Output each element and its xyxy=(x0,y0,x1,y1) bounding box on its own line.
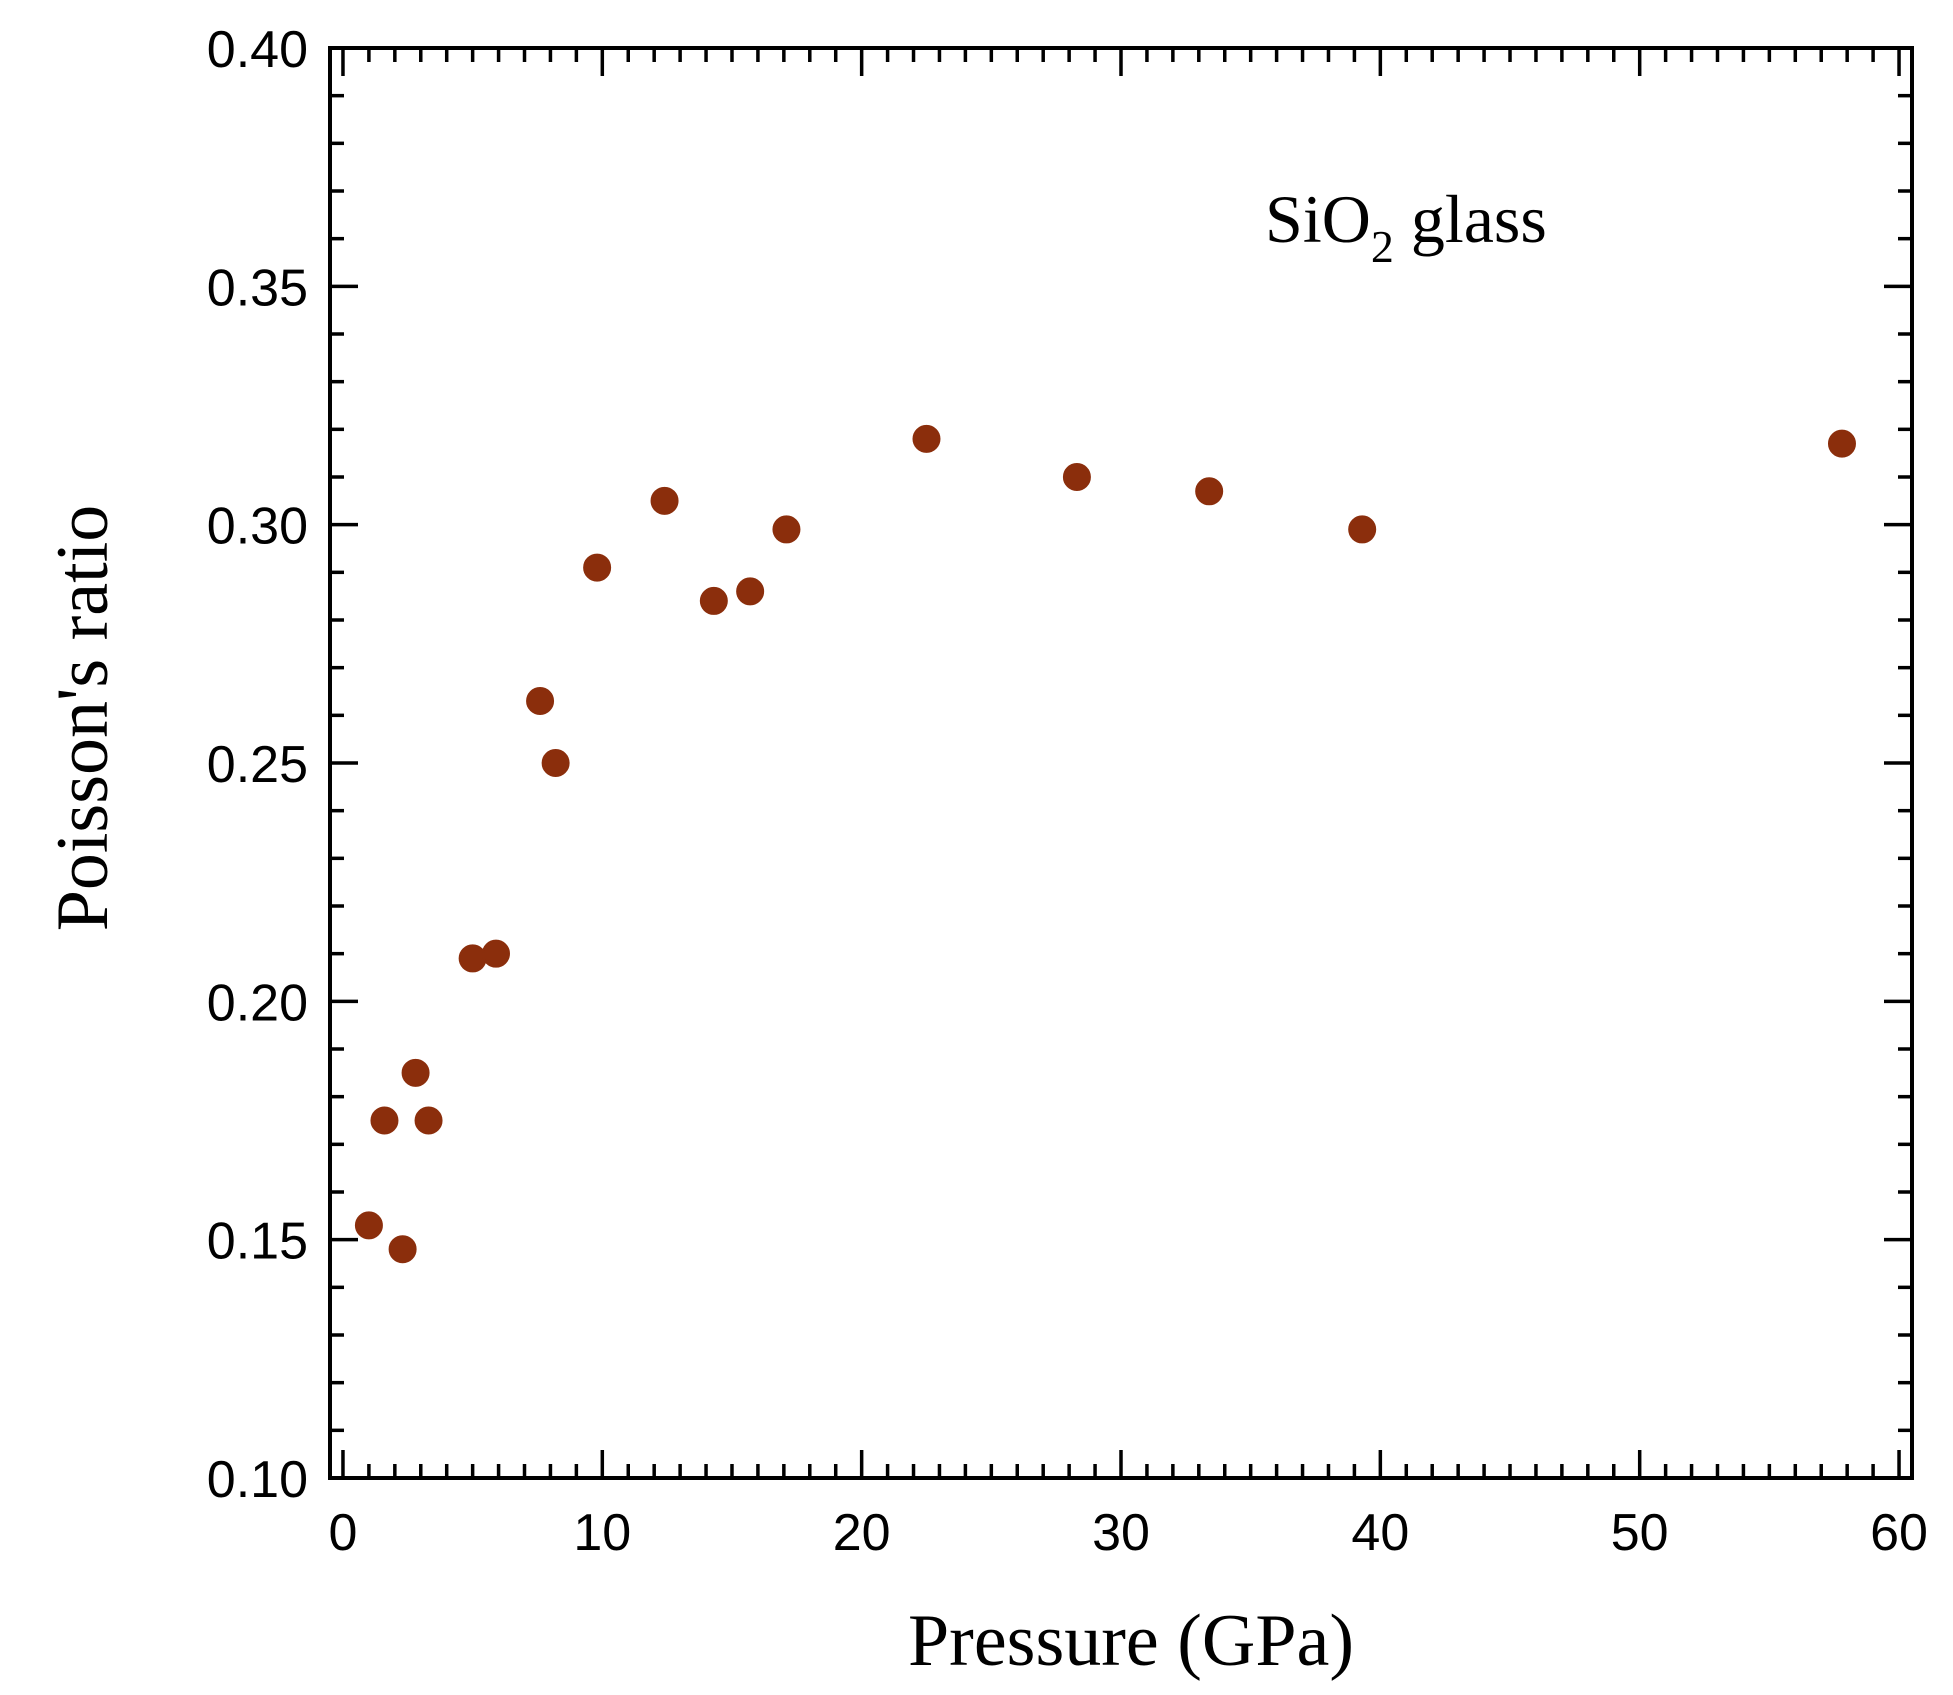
annotation-subscript: 2 xyxy=(1371,221,1394,272)
x-tick-label: 40 xyxy=(1351,1504,1409,1562)
data-point xyxy=(1348,515,1377,544)
data-point xyxy=(388,1235,417,1264)
data-point xyxy=(370,1106,399,1135)
x-tick-label: 20 xyxy=(833,1504,891,1562)
data-point xyxy=(650,486,679,515)
x-tick-label: 10 xyxy=(573,1504,631,1562)
data-point xyxy=(583,553,612,582)
data-point xyxy=(481,939,510,968)
y-tick-label: 0.15 xyxy=(207,1213,308,1271)
x-tick-label: 60 xyxy=(1870,1504,1928,1562)
x-tick-labels: 0 10 20 30 40 50 60 xyxy=(329,1504,1928,1562)
data-points xyxy=(354,424,1856,1264)
data-point xyxy=(1827,429,1856,458)
y-tick-label: 0.35 xyxy=(207,259,308,317)
data-point xyxy=(699,586,728,615)
annotation-main: SiO xyxy=(1265,181,1371,257)
data-point xyxy=(401,1058,430,1087)
data-point xyxy=(736,577,765,606)
y-tick-labels: 0.10 0.15 0.20 0.25 0.30 0.35 0.40 xyxy=(207,21,308,1509)
x-tick-label: 0 xyxy=(329,1504,358,1562)
data-point xyxy=(458,944,487,973)
y-axis-title: Poisson's ratio xyxy=(42,505,124,932)
y-tick-label: 0.25 xyxy=(207,736,308,794)
x-tick-label: 30 xyxy=(1092,1504,1150,1562)
x-tick-label: 50 xyxy=(1611,1504,1669,1562)
y-tick-label: 0.40 xyxy=(207,21,308,79)
y-tick-label: 0.20 xyxy=(207,974,308,1032)
x-axis-title: Pressure (GPa) xyxy=(908,1600,1354,1682)
data-point xyxy=(1062,463,1091,491)
data-point xyxy=(526,687,555,716)
y-tick-label: 0.10 xyxy=(207,1451,308,1509)
minor-ticks xyxy=(330,48,1912,1478)
data-point xyxy=(354,1211,383,1240)
data-point xyxy=(772,515,801,544)
plot-frame xyxy=(328,46,1914,1480)
data-point xyxy=(414,1106,443,1135)
data-point xyxy=(912,424,941,453)
data-point xyxy=(1195,477,1224,506)
y-tick-label: 0.30 xyxy=(207,498,308,556)
annotation-suffix: glass xyxy=(1394,181,1547,257)
chart-annotation: SiO2 glass xyxy=(1265,181,1547,272)
data-point xyxy=(541,749,570,777)
